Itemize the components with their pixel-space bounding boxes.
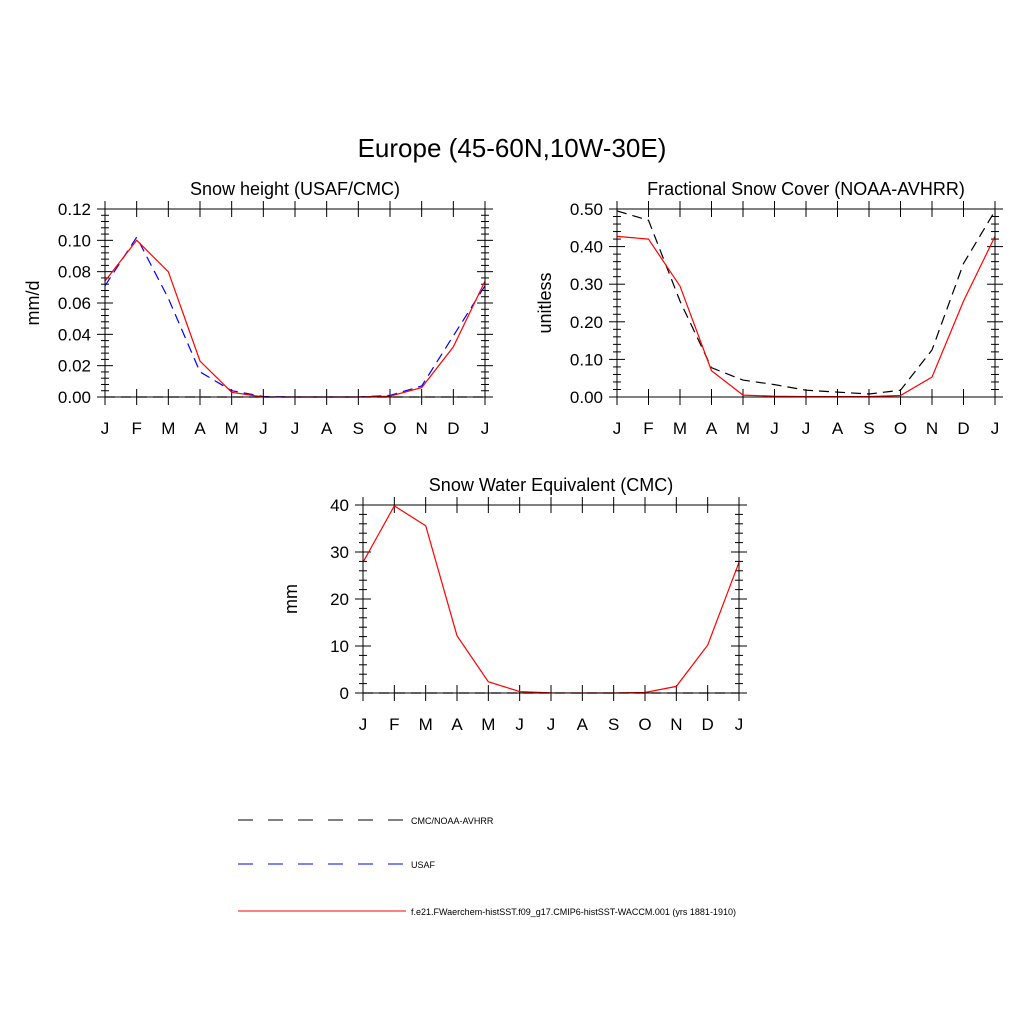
y-tick-label: 0 xyxy=(340,684,349,703)
figure-title: Europe (45-60N,10W-30E) xyxy=(358,133,667,163)
y-tick-label: 30 xyxy=(330,543,349,562)
x-tick-label: M xyxy=(673,419,687,438)
x-tick-label: J xyxy=(735,715,744,734)
panel-2: Fractional Snow Cover (NOAA-AVHRR) unitle… xyxy=(535,179,1003,438)
x-tick-label: J xyxy=(359,715,368,734)
x-tick-label: M xyxy=(419,715,433,734)
x-tick-label: O xyxy=(894,419,907,438)
y-tick-label: 0.40 xyxy=(570,238,603,257)
y-tick-label: 0.06 xyxy=(58,294,91,313)
x-tick-label: J xyxy=(613,419,622,438)
panel-title: Snow height (USAF/CMC) xyxy=(190,179,400,199)
x-tick-label: S xyxy=(863,419,874,438)
x-tick-label: A xyxy=(706,419,718,438)
x-tick-label: F xyxy=(389,715,399,734)
x-tick-label: O xyxy=(638,715,651,734)
y-tick-label: 0.50 xyxy=(570,200,603,219)
x-tick-label: J xyxy=(291,419,300,438)
y-axis-label: mm xyxy=(281,584,301,614)
x-tick-label: D xyxy=(702,715,714,734)
x-tick-label: J xyxy=(770,419,779,438)
x-tick-label: S xyxy=(608,715,619,734)
x-tick-label: D xyxy=(957,419,969,438)
x-tick-label: J xyxy=(547,715,556,734)
x-tick-label: A xyxy=(321,419,333,438)
x-tick-label: J xyxy=(991,419,1000,438)
y-tick-label: 0.10 xyxy=(58,231,91,250)
y-tick-label: 0.12 xyxy=(58,200,91,219)
panel-title: Fractional Snow Cover (NOAA-AVHRR) xyxy=(647,179,965,199)
x-tick-label: J xyxy=(515,715,524,734)
x-tick-label: D xyxy=(447,419,459,438)
panel-3: Snow Water Equivalent (CMC) mm 0 10 20 30 40 J F… xyxy=(281,475,747,734)
y-tick-label: 0.10 xyxy=(570,350,603,369)
x-tick-label: O xyxy=(383,419,396,438)
x-tick-label: J xyxy=(802,419,811,438)
y-tick-label: 20 xyxy=(330,590,349,609)
legend-label-3: f.e21.FWaerchem-histSST.f09_g17.CMIP6-hi… xyxy=(411,907,736,917)
y-tick-label: 0.08 xyxy=(58,263,91,282)
x-tick-label: A xyxy=(577,715,589,734)
y-tick-label: 0.00 xyxy=(58,388,91,407)
x-tick-label: A xyxy=(832,419,844,438)
x-tick-label: M xyxy=(225,419,239,438)
y-axis-label: mm/d xyxy=(23,281,43,326)
plot-frame xyxy=(616,208,996,398)
y-tick-label: 0.00 xyxy=(570,388,603,407)
legend-label-2: USAF xyxy=(411,860,436,870)
x-tick-label: A xyxy=(451,715,463,734)
y-tick-label: 10 xyxy=(330,637,349,656)
y-axis-label: unitless xyxy=(535,272,555,333)
plot-frame xyxy=(104,208,486,398)
x-tick-label: F xyxy=(131,419,141,438)
panels: Snow height (USAF/CMC) mm/d 0.00 0.02 0.04 0.… xyxy=(23,179,1003,734)
x-tick-label: F xyxy=(643,419,653,438)
panel-1: Snow height (USAF/CMC) mm/d 0.00 0.02 0.04 0.… xyxy=(23,179,493,438)
x-tick-label: A xyxy=(194,419,206,438)
x-tick-label: M xyxy=(161,419,175,438)
x-tick-label: J xyxy=(259,419,268,438)
x-tick-label: J xyxy=(481,419,490,438)
x-tick-label: M xyxy=(481,715,495,734)
x-tick-label: N xyxy=(416,419,428,438)
plot-frame xyxy=(362,504,740,694)
panel-title: Snow Water Equivalent (CMC) xyxy=(429,475,673,495)
series-line-1 xyxy=(616,210,996,395)
y-tick-label: 40 xyxy=(330,496,349,515)
x-tick-label: M xyxy=(736,419,750,438)
y-tick-label: 0.30 xyxy=(570,275,603,294)
y-tick-label: 0.20 xyxy=(570,313,603,332)
x-tick-label: N xyxy=(926,419,938,438)
legend: CMC/NOAA-AVHRR USAF f.e21.FWaerchem-histSS… xyxy=(238,816,736,917)
x-tick-label: N xyxy=(670,715,682,734)
y-tick-label: 0.04 xyxy=(58,325,91,344)
legend-label-1: CMC/NOAA-AVHRR xyxy=(411,816,494,826)
x-tick-label: J xyxy=(101,419,110,438)
x-tick-label: S xyxy=(353,419,364,438)
y-tick-label: 0.02 xyxy=(58,357,91,376)
